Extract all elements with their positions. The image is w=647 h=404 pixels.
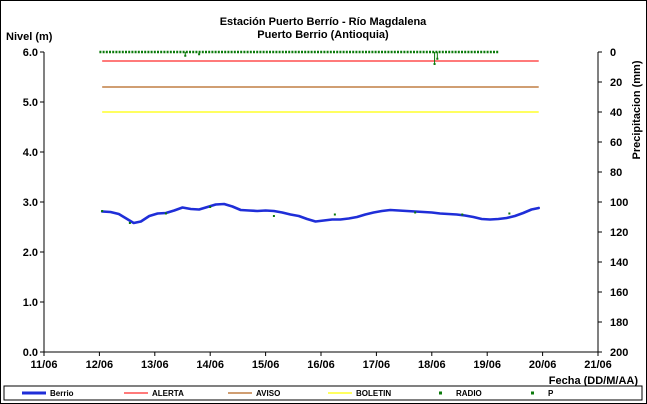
series-berrio-line [100,202,540,225]
chart-title: Estación Puerto Berrío - Río Magdalena [220,16,427,28]
y-tick-label: 4.0 [23,147,38,159]
y-axis-label: Nivel (m) [6,31,53,43]
y2-tick-label: 60 [610,137,622,149]
series-radio-point [128,222,131,224]
plot-area [99,50,540,225]
y2-tick-label: 0 [610,47,616,59]
y2-tick-label: 180 [610,317,628,329]
series-p-point [436,57,439,60]
series-radio-point [164,212,167,215]
x-tick-label: 15/06 [252,359,280,371]
y2-tick-label: 40 [610,107,622,119]
x-tick-label: 16/06 [307,359,335,371]
axes: 0.0 1.0 2.0 3.0 4.0 5.0 6.0 0 20 40 60 80 100 120 140 1… [23,47,629,371]
y2-tick-label: 140 [610,257,628,269]
x-tick-label: 17/06 [363,359,391,371]
legend-label-alerta: ALERTA [152,389,184,398]
x-tick-label: 12/06 [86,359,114,371]
x-tick-label: 20/06 [529,359,557,371]
series-radio-point [414,211,417,214]
x-tick-label: 18/06 [418,359,446,371]
y-tick-label: 6.0 [23,47,38,59]
y2-tick-label: 20 [610,77,622,89]
series-p-point [198,53,201,56]
y2-tick-label: 160 [610,287,628,299]
y2-axis-label: Precipitacion (mm) [631,60,643,159]
y-tick-label: 1.0 [23,297,38,309]
chart-subtitle: Puerto Berrio (Antioquia) [257,29,389,41]
series-p-point [433,63,436,65]
x-tick-label: 13/06 [141,359,169,371]
legend: Berrio ALERTA AVISO BOLETIN RADIO P [22,389,554,398]
x-tick-label: 14/06 [196,359,224,371]
series-radio-point [209,206,212,208]
legend-swatch-radio [439,391,442,395]
legend-label-p: P [548,389,554,398]
y2-tick-label: 80 [610,167,622,179]
y2-tick-label: 200 [610,347,628,359]
legend-box [3,385,643,401]
legend-label-aviso: AVISO [256,389,280,398]
x-tick-label: 11/06 [31,359,58,371]
legend-label-radio: RADIO [456,389,482,398]
y-tick-label: 5.0 [23,97,38,109]
series-radio-point [101,210,104,212]
series-radio-point [508,212,511,215]
y2-tick-label: 100 [610,197,628,209]
x-tick-label: 21/06 [584,359,612,371]
legend-label-berrio: Berrio [50,389,74,398]
y-tick-label: 2.0 [23,247,38,259]
y2-tick-label: 120 [610,227,628,239]
series-radio-point [272,215,275,217]
series-radio-point [333,213,336,216]
series-radio-point [461,213,464,216]
legend-swatch-p [531,391,534,395]
x-tick-label: 19/06 [473,359,501,371]
series-p-point [184,54,187,57]
x-axis-label: Fecha (DD/M/AA) [549,375,639,387]
legend-label-boletin: BOLETIN [356,389,391,398]
y-tick-label: 0.0 [23,347,38,359]
y-tick-label: 3.0 [23,197,38,209]
